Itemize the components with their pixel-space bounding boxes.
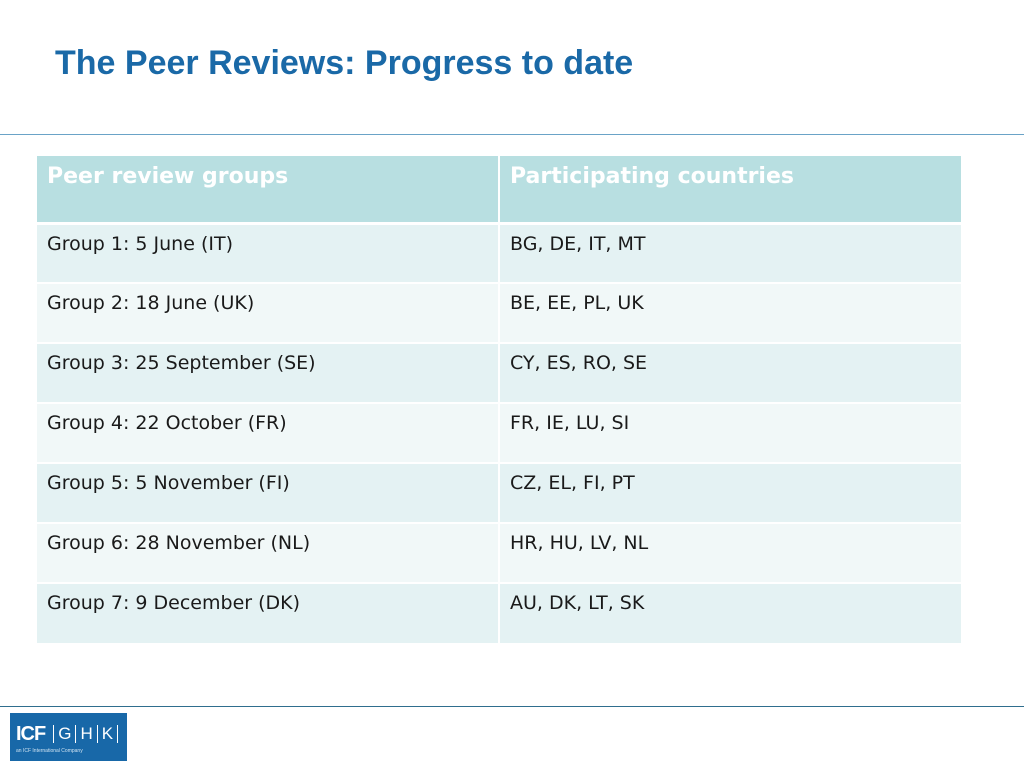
icf-ghk-logo: ICF G H K an ICF International Company — [10, 713, 127, 761]
countries-cell: HR, HU, LV, NL — [498, 522, 961, 583]
logo-wordmark: ICF G H K — [16, 723, 122, 745]
table-row: Group 5: 5 November (FI) CZ, EL, FI, PT — [37, 462, 961, 523]
table-row: Group 7: 9 December (DK) AU, DK, LT, SK — [37, 582, 961, 643]
header-participating-countries: Participating countries — [498, 156, 961, 225]
countries-cell: CZ, EL, FI, PT — [498, 462, 961, 523]
countries-cell: FR, IE, LU, SI — [498, 402, 961, 463]
logo-letter: G — [58, 724, 72, 743]
logo-tagline: an ICF International Company — [16, 748, 83, 754]
logo-separator — [75, 725, 77, 743]
slide-title: The Peer Reviews: Progress to date — [55, 44, 634, 82]
logo-brand: ICF — [16, 723, 46, 745]
table-row: Group 3: 25 September (SE) CY, ES, RO, S… — [37, 342, 961, 403]
table-row: Group 6: 28 November (NL) HR, HU, LV, NL — [37, 522, 961, 583]
countries-cell: CY, ES, RO, SE — [498, 342, 961, 403]
logo-letter: K — [101, 724, 114, 743]
group-cell: Group 4: 22 October (FR) — [37, 402, 499, 463]
countries-cell: BE, EE, PL, UK — [498, 282, 961, 343]
logo-letters: G H K — [49, 723, 122, 745]
logo-letter: H — [80, 724, 93, 743]
logo-separator — [117, 725, 119, 743]
table-row: Group 1: 5 June (IT) BG, DE, IT, MT — [37, 222, 961, 283]
table-header-row: Peer review groups Participating countri… — [37, 156, 961, 225]
title-divider — [0, 134, 1024, 135]
logo-separator — [53, 725, 55, 743]
group-cell: Group 5: 5 November (FI) — [37, 462, 499, 523]
peer-review-table: Peer review groups Participating countri… — [37, 156, 961, 643]
countries-cell: BG, DE, IT, MT — [498, 222, 961, 283]
group-cell: Group 3: 25 September (SE) — [37, 342, 499, 403]
group-cell: Group 7: 9 December (DK) — [37, 582, 499, 643]
group-cell: Group 1: 5 June (IT) — [37, 222, 499, 283]
countries-cell: AU, DK, LT, SK — [498, 582, 961, 643]
header-peer-review-groups: Peer review groups — [37, 156, 499, 225]
group-cell: Group 6: 28 November (NL) — [37, 522, 499, 583]
footer-divider — [0, 706, 1024, 707]
logo-separator — [96, 725, 98, 743]
table-row: Group 4: 22 October (FR) FR, IE, LU, SI — [37, 402, 961, 463]
group-cell: Group 2: 18 June (UK) — [37, 282, 499, 343]
table-row: Group 2: 18 June (UK) BE, EE, PL, UK — [37, 282, 961, 343]
